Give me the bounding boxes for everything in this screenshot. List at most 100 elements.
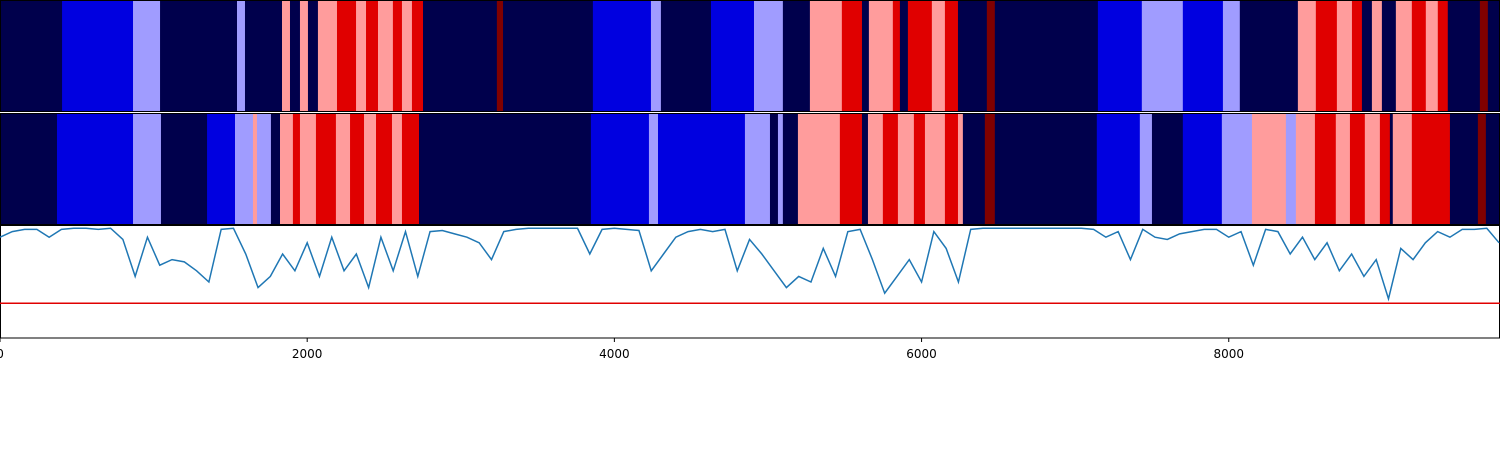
strip-segment [160, 0, 238, 112]
strip-segment [913, 113, 926, 225]
x-tick-label: 6000 [906, 347, 937, 361]
strip-segment [1479, 0, 1489, 112]
strip-segment [899, 0, 909, 112]
strip-segment [797, 113, 841, 225]
strip-segment [133, 113, 162, 225]
strip-segment [336, 0, 357, 112]
strip-segment [252, 113, 258, 225]
strip-segment [944, 113, 959, 225]
strip-segment [56, 113, 134, 225]
strip-segment [364, 113, 377, 225]
strip-segment [957, 113, 964, 225]
strip-segment [1139, 113, 1153, 225]
x-tick-label: 2000 [292, 347, 323, 361]
strip-segment [307, 0, 319, 112]
strip-segment [962, 113, 986, 225]
strip-segment [782, 113, 799, 225]
strip-segment [292, 113, 301, 225]
strip-segment [769, 113, 779, 225]
strip-segment [710, 0, 755, 112]
strip-segment [1141, 0, 1184, 112]
strip-segment [590, 113, 650, 225]
strip-segment [841, 0, 863, 112]
x-tick-label: 4000 [599, 347, 630, 361]
strip-segment [0, 113, 58, 225]
strip-segment [1371, 0, 1383, 112]
strip-segment [375, 113, 393, 225]
strip-segment [592, 0, 652, 112]
strip-segment [496, 0, 504, 112]
strip-segment [753, 0, 784, 112]
strip-segment [299, 0, 309, 112]
strip-segment [62, 0, 134, 112]
strip-segment [984, 113, 996, 225]
strip-segment [782, 0, 811, 112]
strip-segment [160, 113, 208, 225]
strip-segment [650, 0, 662, 112]
strip-segment [957, 0, 988, 112]
strip-segment [1364, 113, 1381, 225]
strip-segment [1315, 0, 1338, 112]
strip-segment [1285, 113, 1297, 225]
strip-segment [401, 113, 420, 225]
strip-segment [1449, 113, 1479, 225]
strip-segment [377, 0, 394, 112]
strip-segment [1096, 113, 1141, 225]
strip-segment [1239, 0, 1299, 112]
strip-segment [1097, 0, 1143, 112]
strip-segment [1379, 113, 1391, 225]
strip-segment [315, 113, 337, 225]
strip-segment [350, 113, 365, 225]
strip-segment [868, 0, 894, 112]
strip-segment [994, 0, 1099, 112]
strip-segment [0, 0, 63, 112]
strip-segment [892, 0, 901, 112]
strip-segment [986, 0, 996, 112]
strip-segment [648, 113, 659, 225]
strip-segment [1251, 113, 1287, 225]
strip-segment [366, 0, 379, 112]
strip-segment [280, 113, 294, 225]
strip-segment [657, 113, 746, 225]
strip-segment [1411, 113, 1451, 225]
strip-segment [1182, 113, 1223, 225]
strip-segment [944, 0, 959, 112]
strip-segment [335, 113, 351, 225]
strip-segment [234, 113, 254, 225]
strip-segment [744, 113, 771, 225]
strip-segment [777, 113, 784, 225]
strip-segment [419, 113, 592, 225]
strip-segment [1314, 113, 1337, 225]
strip-segment [861, 113, 869, 225]
strip-segment [1351, 0, 1363, 112]
strip-segment [411, 0, 424, 112]
strip-segment [1336, 0, 1353, 112]
strip-segment [1392, 113, 1413, 225]
strip-segment [1389, 113, 1394, 225]
strip-segment [994, 113, 1098, 225]
strip-segment [1411, 0, 1427, 112]
strip-segment [839, 113, 863, 225]
strip-segment [207, 113, 236, 225]
strip-segment [1477, 113, 1487, 225]
strip-segment [1335, 113, 1351, 225]
strip-segment [289, 0, 301, 112]
strip-segment [660, 0, 712, 112]
strip-segment [422, 0, 498, 112]
strip-segment [503, 0, 594, 112]
strip-segment [133, 0, 161, 112]
strip-segment [356, 0, 367, 112]
strip-segment [1425, 0, 1439, 112]
data-line [0, 227, 1500, 302]
line-frame [0, 225, 1500, 339]
strip-segment [1349, 113, 1366, 225]
strip-segment [392, 0, 403, 112]
strip-segment [1437, 0, 1449, 112]
strip-segment [256, 113, 272, 225]
strip-segment [391, 113, 403, 225]
strip-segment [1221, 113, 1253, 225]
strip-segment [1361, 0, 1373, 112]
strip-segment [1395, 0, 1413, 112]
